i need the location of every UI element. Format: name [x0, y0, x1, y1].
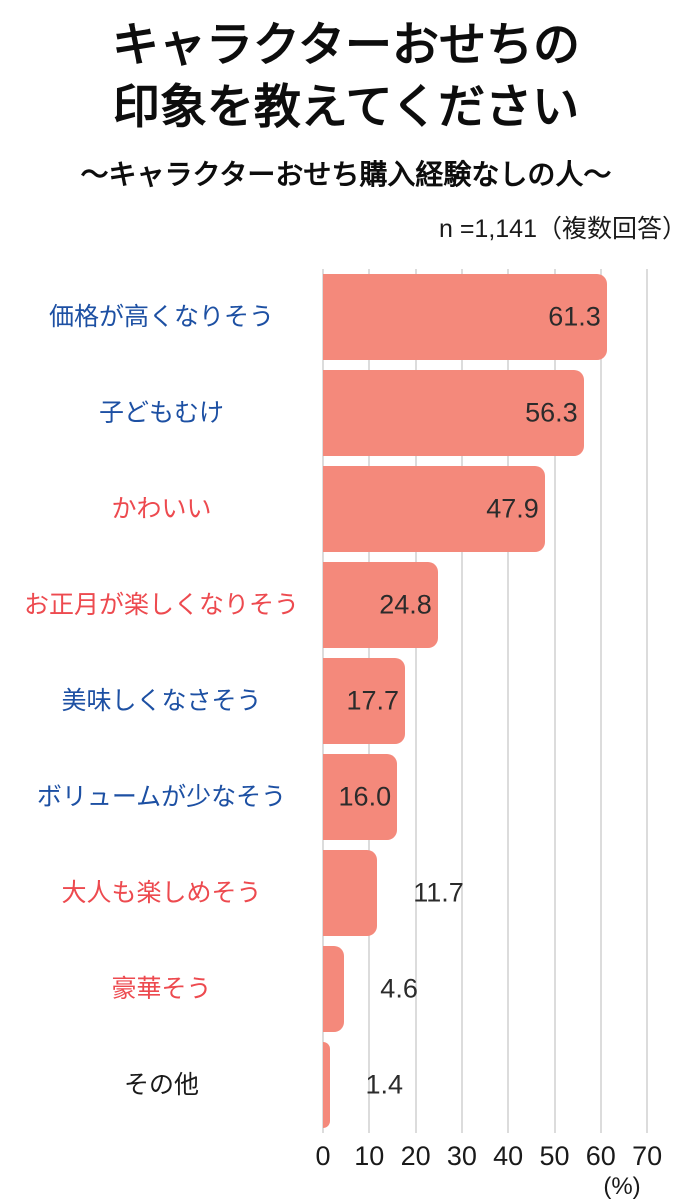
bar: 24.8 — [323, 562, 438, 648]
gridline — [507, 269, 510, 1133]
chart-row: かわいい 47.9 — [0, 461, 692, 557]
chart-title: キャラクターおせちの 印象を教えてください — [0, 14, 692, 138]
chart-rows: 価格が高くなりそう 61.3 子どもむけ 56.3 かわいい 47.9 お正月が… — [0, 269, 692, 1133]
x-axis-tick: 0 — [315, 1141, 331, 1171]
x-axis-tick: 50 — [539, 1141, 570, 1171]
chart-row: 美味しくなさそう 17.7 — [0, 653, 692, 749]
value-label: 56.3 — [525, 397, 578, 428]
bar: 61.3 — [323, 274, 607, 360]
gridline — [460, 269, 463, 1133]
chart-row: 価格が高くなりそう 61.3 — [0, 269, 692, 365]
category-label: かわいい — [111, 495, 212, 523]
chart-row: ボリュームが少なそう 16.0 — [0, 749, 692, 845]
gridline — [599, 269, 602, 1133]
chart-row: 大人も楽しめそう 11.7 — [0, 845, 692, 941]
bar: 17.7 — [323, 658, 405, 744]
row-plot-area: 61.3 — [323, 269, 692, 365]
x-axis-tick: 60 — [585, 1141, 616, 1171]
category-label: お正月が楽しくなりそう — [23, 591, 299, 619]
value-label: 24.8 — [379, 589, 432, 620]
chart-row: 子どもむけ 56.3 — [0, 365, 692, 461]
bar: 11.7 — [323, 850, 464, 936]
chart-title-line-1: キャラクターおせちの — [111, 18, 581, 71]
value-label: 1.4 — [365, 1069, 404, 1100]
category-label: 美味しくなさそう — [61, 687, 262, 715]
row-plot-area: 1.4 — [323, 1037, 692, 1133]
x-axis-tick: 30 — [446, 1141, 477, 1171]
gridline — [553, 269, 556, 1133]
category-label: 大人も楽しめそう — [61, 879, 262, 907]
x-axis-tick: 20 — [400, 1141, 431, 1171]
value-label: 11.7 — [413, 877, 464, 908]
bar: 47.9 — [323, 466, 545, 552]
x-axis: 0 10 20 30 40 50 60 70 — [0, 1141, 692, 1173]
gridline — [414, 269, 417, 1133]
value-label: 61.3 — [548, 301, 601, 332]
value-label: 47.9 — [486, 493, 539, 524]
bar: 4.6 — [323, 946, 418, 1032]
row-plot-area: 56.3 — [323, 365, 692, 461]
bar: 56.3 — [323, 370, 584, 456]
gridline — [646, 269, 649, 1133]
row-plot-area: 11.7 — [323, 845, 692, 941]
bar-chart: 価格が高くなりそう 61.3 子どもむけ 56.3 かわいい 47.9 お正月が… — [0, 269, 692, 1200]
value-label: 16.0 — [338, 781, 392, 812]
row-plot-area: 17.7 — [323, 653, 692, 749]
x-axis-tick: 40 — [493, 1141, 524, 1171]
bar: 1.4 — [323, 1042, 403, 1128]
chart-row: その他 1.4 — [0, 1037, 692, 1133]
category-label: 子どもむけ — [98, 399, 224, 427]
category-label: 価格が高くなりそう — [48, 303, 274, 331]
x-axis-tick: 10 — [354, 1141, 385, 1171]
row-plot-area: 4.6 — [323, 941, 692, 1037]
chart-title-line-2: 印象を教えてください — [112, 80, 580, 133]
value-label: 17.7 — [346, 685, 399, 716]
x-axis-unit-label: (%) — [603, 1173, 641, 1200]
row-plot-area: 47.9 — [323, 461, 692, 557]
row-plot-area: 16.0 — [323, 749, 692, 845]
row-plot-area: 24.8 — [323, 557, 692, 653]
x-axis-tick: 70 — [632, 1141, 663, 1171]
category-label: 豪華そう — [111, 975, 212, 1003]
chart-subtitle: ～キャラクターおせち購入経験なしの人～ — [80, 159, 612, 190]
bar: 16.0 — [323, 754, 398, 840]
chart-row: お正月が楽しくなりそう 24.8 — [0, 557, 692, 653]
chart-row: 豪華そう 4.6 — [0, 941, 692, 1037]
value-label: 4.6 — [380, 973, 418, 1004]
sample-size-note: n =1,141（複数回答） — [438, 215, 687, 243]
category-label: ボリュームが少なそう — [36, 783, 287, 811]
category-label: その他 — [123, 1071, 199, 1099]
